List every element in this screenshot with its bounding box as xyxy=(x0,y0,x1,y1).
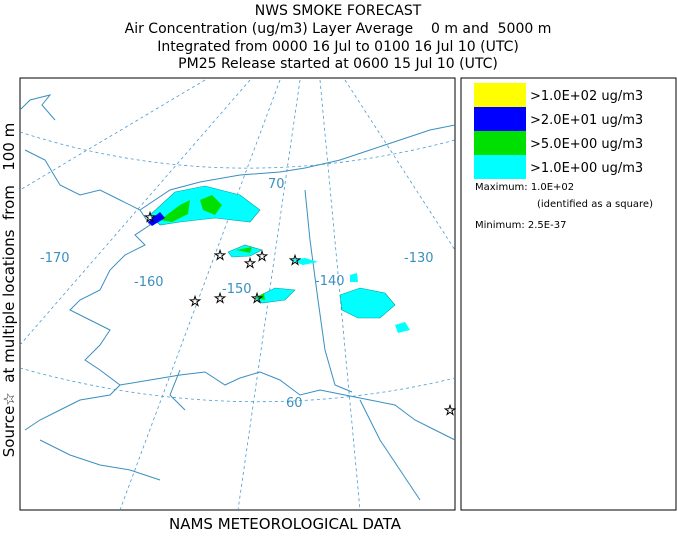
svg-text:☆: ☆ xyxy=(244,256,257,272)
maximum: Maximum: 1.0E+02 xyxy=(475,182,574,193)
svg-text:☆: ☆ xyxy=(251,291,264,307)
longitude-label: -130 xyxy=(404,251,434,266)
longitude-label: -170 xyxy=(40,251,70,266)
side-label: Source☆ at multiple locations from 100 m xyxy=(0,123,18,457)
minimum: Minimum: 2.5E-37 xyxy=(475,220,566,231)
svg-text:☆: ☆ xyxy=(256,249,269,265)
svg-text:☆: ☆ xyxy=(214,248,227,264)
max-note: (identified as a square) xyxy=(537,199,653,210)
latitude-label: 60 xyxy=(286,396,303,411)
longitude-label: -160 xyxy=(134,275,164,290)
coastline xyxy=(19,94,456,501)
legend-label: >2.0E+01 ug/m3 xyxy=(530,113,643,128)
legend-swatch xyxy=(474,107,526,131)
svg-text:☆: ☆ xyxy=(189,294,202,310)
latitude-label: 70 xyxy=(268,177,285,192)
svg-text:☆: ☆ xyxy=(214,291,227,307)
svg-text:☆: ☆ xyxy=(289,253,302,269)
longitude-label: -150 xyxy=(222,282,252,297)
smoke-plumes xyxy=(148,185,410,333)
subtitle: Air Concentration (ug/m3) Layer Average … xyxy=(125,21,552,37)
legend: >1.0E+02 ug/m3 >2.0E+01 ug/m3 >5.0E+00 ug/… xyxy=(474,83,643,179)
svg-text:☆: ☆ xyxy=(444,403,457,419)
legend-label: >1.0E+02 ug/m3 xyxy=(530,89,643,104)
source-stars: ☆ ☆ ☆ ☆ ☆ ☆ ☆ ☆ ☆ xyxy=(143,210,457,420)
subtitle: Integrated from 0000 16 Jul to 0100 16 J… xyxy=(157,39,519,55)
longitude-label: -140 xyxy=(315,274,345,289)
legend-label: >5.0E+00 ug/m3 xyxy=(530,137,643,152)
legend-frame xyxy=(460,77,677,511)
legend-swatch xyxy=(474,155,526,179)
subtitle: PM25 Release started at 0600 15 Jul 10 (… xyxy=(178,56,498,72)
title: NWS SMOKE FORECAST xyxy=(255,3,422,19)
map-frame xyxy=(19,77,456,511)
footer: NAMS METEOROLOGICAL DATA xyxy=(169,515,402,532)
legend-swatch xyxy=(474,83,526,107)
svg-text:☆: ☆ xyxy=(144,210,157,226)
legend-swatch xyxy=(474,131,526,155)
legend-label: >1.0E+00 ug/m3 xyxy=(530,161,643,176)
